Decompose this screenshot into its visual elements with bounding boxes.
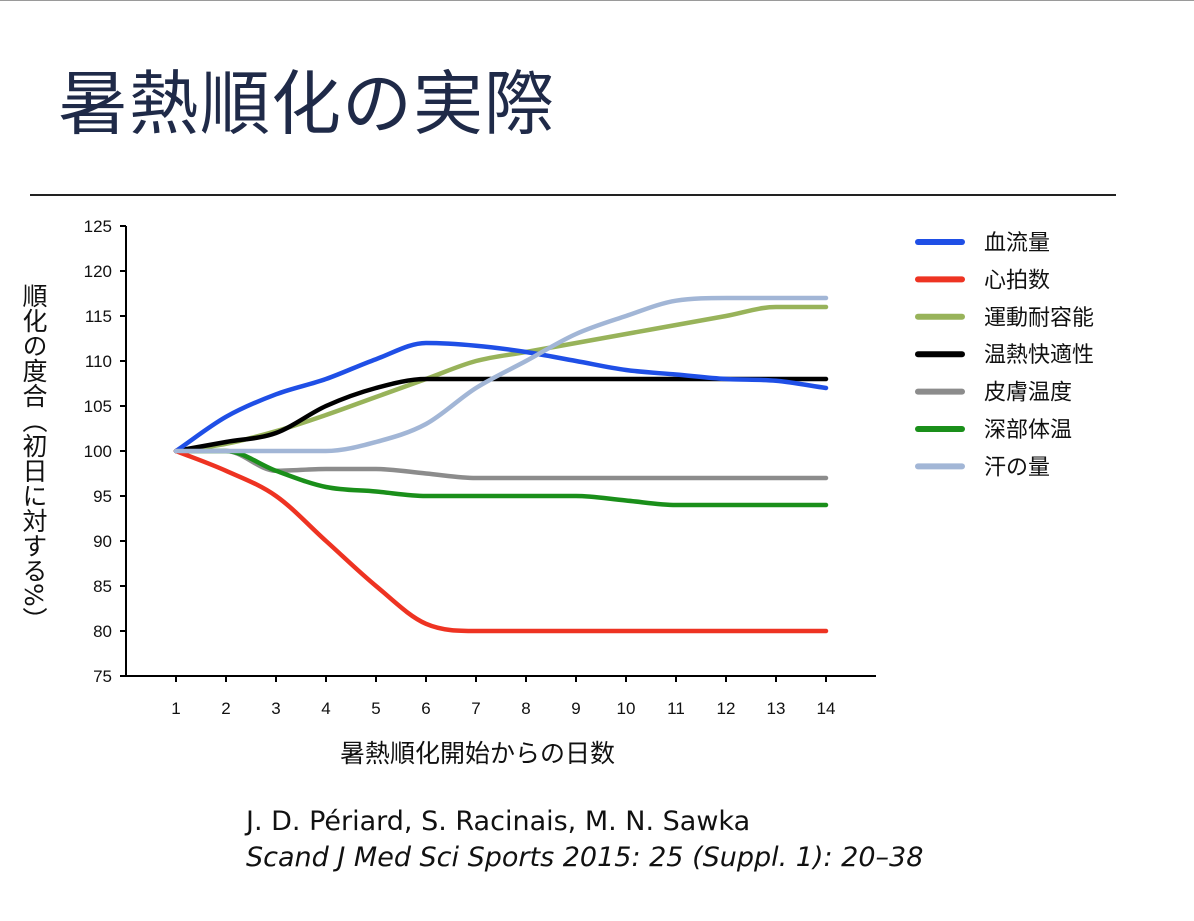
y-tick-label: 75 [93, 667, 112, 686]
y-tick-label: 125 [84, 217, 112, 236]
x-tick-label: 6 [421, 699, 430, 718]
x-tick-label: 12 [717, 699, 736, 718]
y-tick-label: 95 [93, 487, 112, 506]
x-tick-label: 4 [321, 699, 330, 718]
series-line-5 [173, 448, 829, 481]
x-tick-label: 5 [371, 699, 380, 718]
y-tick-label: 120 [84, 262, 112, 281]
series-line-1 [173, 340, 829, 454]
citation-authors: J. D. Périard, S. Racinais, M. N. Sawka [246, 806, 751, 837]
legend-label-1: 血流量 [984, 231, 1050, 256]
legend-label-7: 汗の量 [984, 455, 1050, 480]
series-lines [173, 295, 829, 634]
y-tick-label: 115 [85, 307, 112, 326]
series-line-2 [173, 448, 829, 634]
title-divider [30, 194, 1116, 196]
x-tick-label: 3 [271, 699, 280, 718]
legend-label-4: 温熱快適性 [984, 343, 1094, 368]
y-tick-label: 105 [84, 397, 112, 416]
y-tick-label: 100 [84, 442, 112, 461]
x-tick-label: 14 [817, 699, 836, 718]
series-line-6 [173, 448, 829, 508]
y-tick-label: 85 [93, 577, 112, 596]
x-tick-label: 1 [171, 699, 180, 718]
page-title: 暑熱順化の実際 [58, 63, 555, 145]
x-axis-label: 暑熱順化開始からの日数 [340, 739, 616, 768]
y-tick-label: 90 [93, 532, 112, 551]
series-line-4 [173, 376, 829, 454]
x-tick-label: 7 [471, 699, 480, 718]
y-axis-label: 順化の度合（初日に対する%） [19, 283, 48, 632]
citation-journal: Scand J Med Sci Sports 2015: 25 (Suppl. … [246, 842, 924, 873]
x-tick-label: 8 [521, 699, 530, 718]
legend-label-5: 皮膚温度 [984, 381, 1072, 406]
x-tick-label: 13 [767, 699, 786, 718]
legend-label-2: 心拍数 [984, 268, 1050, 293]
top-rule [0, 0, 1194, 1]
series-line-7 [173, 295, 829, 454]
legend-label-3: 運動耐容能 [984, 306, 1094, 331]
x-tick-label: 10 [617, 699, 636, 718]
y-tick-label: 110 [85, 352, 112, 371]
legend-label-6: 深部体温 [984, 418, 1072, 443]
x-tick-label: 11 [667, 699, 685, 718]
y-tick-label: 80 [93, 622, 112, 641]
x-tick-label: 9 [571, 699, 580, 718]
x-tick-label: 2 [221, 699, 230, 718]
